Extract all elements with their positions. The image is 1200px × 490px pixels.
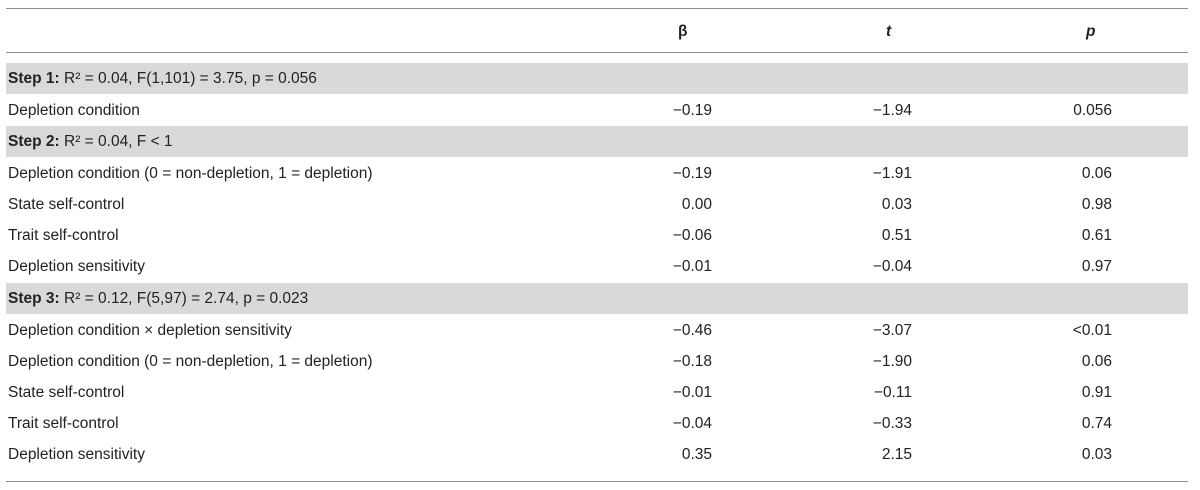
row-beta: −0.46	[672, 321, 712, 339]
table-row: Trait self-control −0.06 0.51 0.61	[6, 220, 1188, 251]
row-p: 0.056	[1073, 101, 1112, 119]
table-row: State self-control 0.00 0.03 0.98	[6, 189, 1188, 220]
row-p: 0.06	[1081, 164, 1112, 182]
row-t: 0.03	[881, 195, 912, 213]
row-p: 0.98	[1081, 195, 1112, 213]
step-stats: R² = 0.04, F < 1	[64, 132, 173, 150]
table-row: Depletion condition (0 = non-depletion, …	[6, 158, 1188, 189]
row-beta: −0.06	[672, 226, 712, 244]
row-name: Depletion condition (0 = non-depletion, …	[8, 164, 373, 182]
row-beta: −0.04	[672, 414, 712, 432]
step-label: Step 3:	[8, 289, 60, 307]
row-beta: 0.00	[681, 195, 712, 213]
step-label: Step 1:	[8, 69, 60, 87]
row-p: 0.61	[1081, 226, 1112, 244]
row-name: State self-control	[8, 383, 125, 401]
table-header-row: β t p	[6, 9, 1188, 53]
row-name: Trait self-control	[8, 414, 119, 432]
table-bottom-rule	[6, 481, 1188, 482]
header-bottom-rule	[6, 52, 1188, 53]
step-header-row: Step 2: R² = 0.04, F < 1	[6, 126, 1188, 157]
row-beta: −0.01	[672, 383, 712, 401]
table-row: Depletion sensitivity −0.01 −0.04 0.97	[6, 251, 1188, 282]
row-beta: −0.19	[672, 101, 712, 119]
table-row: Depletion condition × depletion sensitiv…	[6, 315, 1188, 346]
row-beta: 0.35	[681, 445, 712, 463]
header-beta: β	[678, 23, 688, 40]
step-header-row: Step 3: R² = 0.12, F(5,97) = 2.74, p = 0…	[6, 283, 1188, 314]
row-name: Depletion sensitivity	[8, 445, 145, 463]
row-p: 0.06	[1081, 352, 1112, 370]
step-stats: R² = 0.04, F(1,101) = 3.75, p = 0.056	[64, 69, 317, 87]
step-stats: R² = 0.12, F(5,97) = 2.74, p = 0.023	[64, 289, 309, 307]
row-beta: −0.19	[672, 164, 712, 182]
row-name: Depletion condition	[8, 101, 140, 119]
row-p: 0.97	[1081, 257, 1112, 275]
row-t: 0.51	[881, 226, 912, 244]
row-t: 2.15	[881, 445, 912, 463]
table-row: Depletion sensitivity 0.35 2.15 0.03	[6, 439, 1188, 470]
row-t: −1.90	[872, 352, 912, 370]
table-row: State self-control −0.01 −0.11 0.91	[6, 377, 1188, 408]
row-name: Depletion condition × depletion sensitiv…	[8, 321, 292, 339]
row-t: −0.33	[872, 414, 912, 432]
row-t: −0.04	[872, 257, 912, 275]
row-t: −1.94	[872, 101, 912, 119]
step-label: Step 2:	[8, 132, 60, 150]
row-name: Depletion sensitivity	[8, 257, 145, 275]
table-row: Depletion condition (0 = non-depletion, …	[6, 346, 1188, 377]
step-header-row: Step 1: R² = 0.04, F(1,101) = 3.75, p = …	[6, 63, 1188, 94]
row-beta: −0.18	[672, 352, 712, 370]
row-name: Trait self-control	[8, 226, 119, 244]
header-p: p	[1086, 23, 1096, 40]
row-beta: −0.01	[672, 257, 712, 275]
row-p: 0.74	[1081, 414, 1112, 432]
row-name: State self-control	[8, 195, 125, 213]
row-p: 0.03	[1081, 445, 1112, 463]
row-name: Depletion condition (0 = non-depletion, …	[8, 352, 373, 370]
row-p: 0.91	[1081, 383, 1112, 401]
table-row: Depletion condition −0.19 −1.94 0.056	[6, 95, 1188, 126]
table-row: Trait self-control −0.04 −0.33 0.74	[6, 408, 1188, 439]
row-t: −0.11	[873, 383, 912, 401]
row-p: <0.01	[1072, 321, 1112, 339]
row-t: −1.91	[872, 164, 912, 182]
table-top-rule	[6, 8, 1188, 9]
header-t: t	[886, 23, 892, 40]
row-t: −3.07	[872, 321, 912, 339]
